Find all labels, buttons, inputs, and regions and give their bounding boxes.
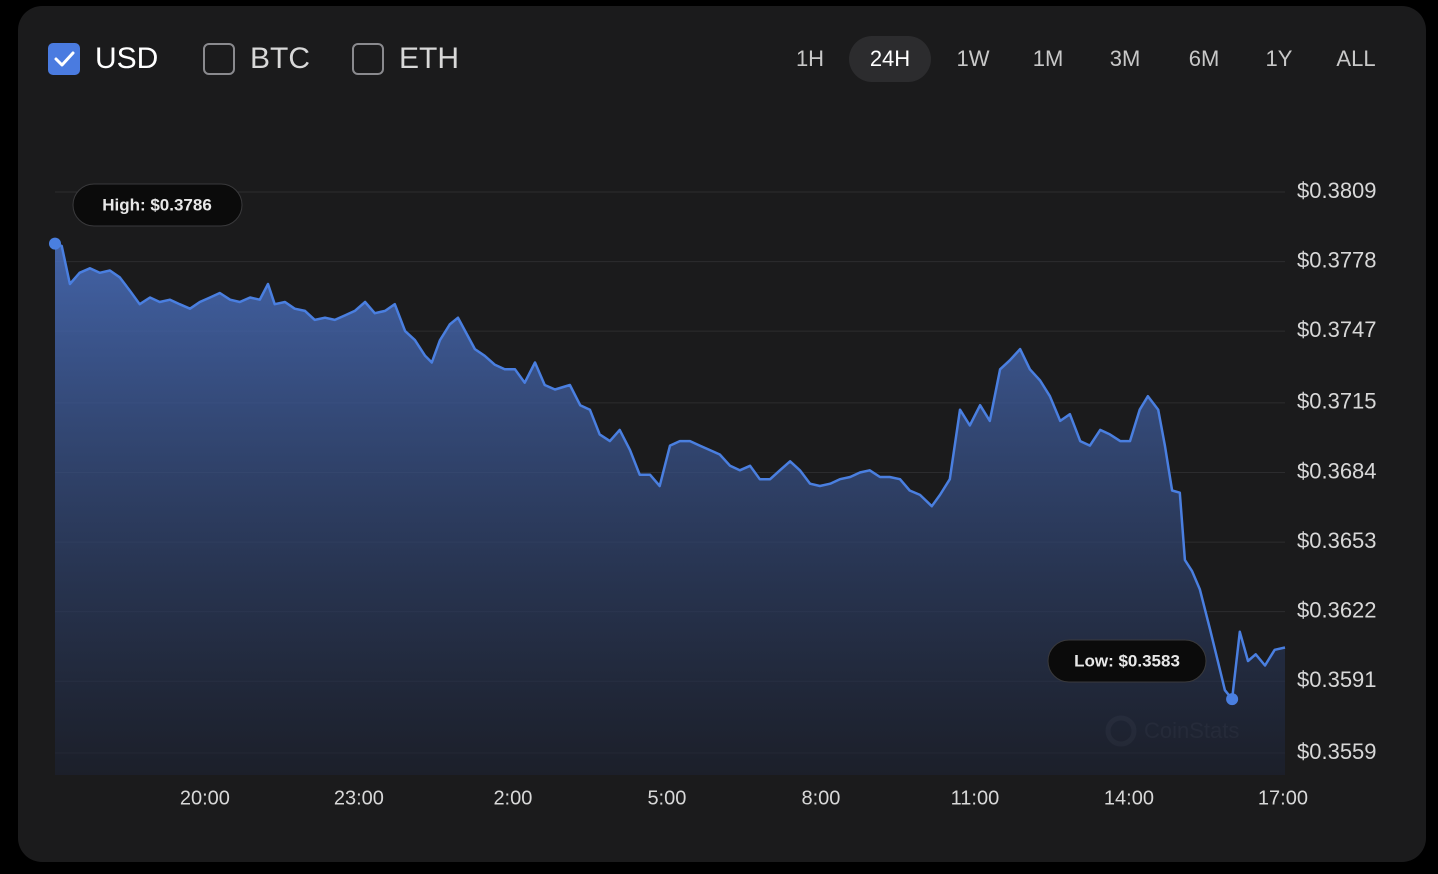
range-button[interactable]: ALL <box>1336 46 1375 71</box>
range-button-bg[interactable] <box>849 36 931 82</box>
checkmark <box>54 51 75 67</box>
price-line <box>54 242 1286 701</box>
high-tooltip <box>72 183 243 227</box>
x-tick-label: 5:00 <box>647 787 686 809</box>
x-tick-label: 8:00 <box>801 787 840 809</box>
y-tick-label: $0.3778 <box>1297 247 1377 272</box>
y-tick-label: $0.3653 <box>1297 528 1377 553</box>
x-tick-label: 11:00 <box>951 787 1000 809</box>
y-tick-label: $0.3622 <box>1297 597 1377 622</box>
range-button[interactable]: 1Y <box>1266 46 1293 71</box>
range-button[interactable]: 6M <box>1189 46 1220 71</box>
currency-label: ETH <box>399 42 459 75</box>
checkbox[interactable] <box>203 43 235 75</box>
checkbox[interactable] <box>48 43 80 75</box>
area-fill <box>55 243 1285 776</box>
range-button[interactable]: 3M <box>1110 46 1141 71</box>
range-button[interactable]: 24H <box>870 46 910 71</box>
currency-label: BTC <box>250 42 310 75</box>
currency-label: USD <box>95 42 158 75</box>
y-tick-label: $0.3684 <box>1297 458 1377 483</box>
low-tooltip <box>1047 639 1207 683</box>
range-button[interactable]: 1W <box>957 46 990 71</box>
low-point <box>1226 693 1239 706</box>
y-tick-label: $0.3715 <box>1297 389 1377 414</box>
low-label: Low: $0.3583 <box>1074 651 1180 670</box>
range-button[interactable]: 1M <box>1033 46 1064 71</box>
x-tick-label: 14:00 <box>1104 787 1154 809</box>
high-label: High: $0.3786 <box>102 195 212 214</box>
y-tick-label: $0.3591 <box>1297 667 1377 692</box>
y-tick-label: $0.3809 <box>1297 178 1377 203</box>
checkbox[interactable] <box>352 43 384 75</box>
high-point <box>49 237 61 250</box>
x-tick-label: 20:00 <box>180 787 230 809</box>
y-tick-label: $0.3559 <box>1297 739 1377 764</box>
x-tick-label: 17:00 <box>1258 787 1308 809</box>
x-tick-label: 23:00 <box>334 787 384 809</box>
y-tick-label: $0.3747 <box>1297 317 1377 342</box>
x-tick-label: 2:00 <box>493 787 532 809</box>
range-button[interactable]: 1H <box>796 46 824 71</box>
